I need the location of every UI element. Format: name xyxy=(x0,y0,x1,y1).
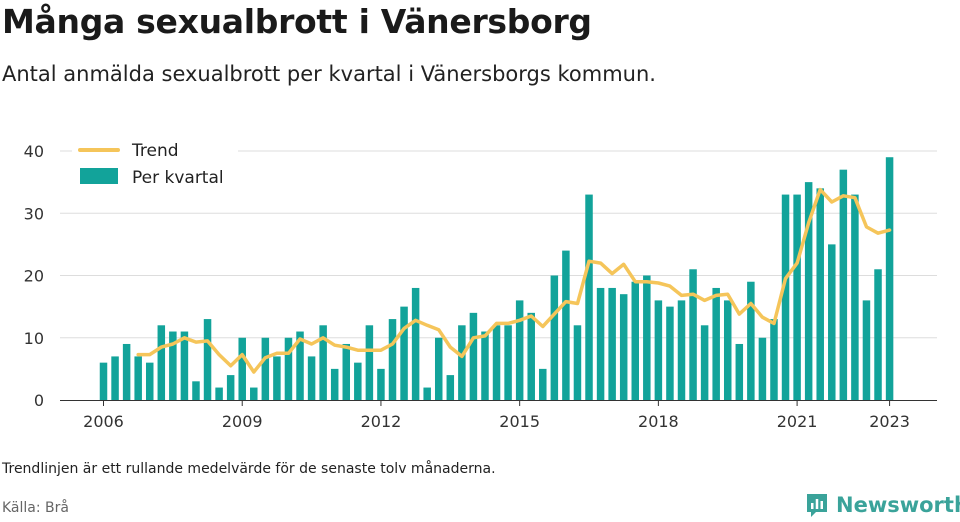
brand-logo[interactable]: Newsworthy xyxy=(805,488,960,522)
bar xyxy=(874,269,882,400)
x-tick-label: 2009 xyxy=(222,412,263,431)
bar xyxy=(423,387,431,400)
bar xyxy=(99,362,108,400)
brand-name: Newsworthy xyxy=(836,493,960,517)
bar xyxy=(515,300,524,400)
bar xyxy=(111,356,119,400)
x-tick-label: 2015 xyxy=(499,412,540,431)
bar xyxy=(631,281,640,400)
bar xyxy=(828,244,836,400)
bar xyxy=(296,331,304,400)
bar xyxy=(539,368,547,400)
bar xyxy=(377,368,385,400)
bar xyxy=(804,182,813,400)
bar xyxy=(700,325,709,400)
newsworthy-logo-icon xyxy=(807,494,827,517)
legend-trend-label: Trend xyxy=(131,141,179,161)
x-tick-label: 2021 xyxy=(777,412,818,431)
bar xyxy=(747,281,755,400)
bar xyxy=(411,287,420,400)
bar xyxy=(157,325,166,400)
source-label: Källa: Brå xyxy=(2,500,69,516)
bar xyxy=(562,250,570,400)
bar xyxy=(203,319,212,400)
bar xyxy=(504,325,512,400)
bar xyxy=(481,331,489,400)
bar xyxy=(458,325,466,400)
bar xyxy=(342,343,351,400)
bar xyxy=(215,387,223,400)
bar xyxy=(793,194,801,400)
y-tick-label: 10 xyxy=(24,329,44,348)
y-tick-label: 40 xyxy=(24,142,44,161)
bar xyxy=(862,300,871,400)
bar xyxy=(851,194,859,400)
bar xyxy=(781,194,790,400)
x-tick-label: 2006 xyxy=(83,412,124,431)
bar xyxy=(608,287,616,400)
bar xyxy=(550,275,559,400)
legend-bar-swatch xyxy=(80,168,118,184)
bar xyxy=(666,306,674,400)
bar xyxy=(596,287,605,400)
bar xyxy=(469,312,478,400)
chart-title: Många sexualbrott i Vänersborg xyxy=(2,2,592,41)
y-tick-label: 20 xyxy=(24,267,44,286)
bar xyxy=(226,375,235,400)
bar xyxy=(643,275,651,400)
bar xyxy=(134,356,142,400)
bar xyxy=(354,362,362,400)
chart-subtitle: Antal anmälda sexualbrott per kvartal i … xyxy=(2,62,656,86)
bar xyxy=(122,343,131,400)
bar xyxy=(388,319,397,400)
bar xyxy=(145,362,154,400)
bar xyxy=(619,294,628,400)
bar xyxy=(330,368,339,400)
bar xyxy=(689,269,697,400)
bar xyxy=(284,337,293,400)
bar xyxy=(723,300,732,400)
chart: 0 10 20 30 40 2006 2009 2012 2015 2018 2021 2023 Tr… xyxy=(23,138,937,431)
bar xyxy=(816,188,824,400)
x-tick-label: 2018 xyxy=(638,412,679,431)
bar xyxy=(839,169,848,400)
bar xyxy=(770,319,778,400)
bar xyxy=(400,306,408,400)
bar xyxy=(365,325,374,400)
bar xyxy=(261,337,270,400)
bar xyxy=(712,287,720,400)
footnote: Trendlinjen är ett rullande medelvärde f… xyxy=(2,461,496,477)
bar xyxy=(758,337,767,400)
bar xyxy=(527,312,535,400)
bar xyxy=(273,356,281,400)
bar xyxy=(319,325,327,400)
bar xyxy=(735,343,744,400)
bar xyxy=(492,325,501,400)
bar xyxy=(192,381,200,400)
bar xyxy=(180,331,189,400)
x-tick-label: 2012 xyxy=(361,412,402,431)
bar xyxy=(250,387,258,400)
bar xyxy=(885,157,894,400)
y-tick-label: 30 xyxy=(24,204,44,223)
bar xyxy=(446,375,455,400)
bar xyxy=(434,337,443,400)
bar xyxy=(573,325,582,400)
bar xyxy=(307,356,316,400)
legend-background xyxy=(72,138,238,194)
bar xyxy=(677,300,686,400)
y-tick-label: 0 xyxy=(34,391,44,410)
trend-line xyxy=(136,187,892,374)
bar xyxy=(585,194,593,400)
legend-bar-label: Per kvartal xyxy=(132,168,224,188)
x-tick-label: 2023 xyxy=(869,412,910,431)
axes: 0 10 20 30 40 2006 2009 2012 2015 2018 2021 2023 xyxy=(24,142,937,431)
legend: Trend Per kvartal xyxy=(72,138,238,194)
bar xyxy=(169,331,177,400)
trend-path xyxy=(136,187,892,374)
bar xyxy=(654,300,663,400)
bars xyxy=(99,157,894,400)
bar xyxy=(238,337,246,400)
